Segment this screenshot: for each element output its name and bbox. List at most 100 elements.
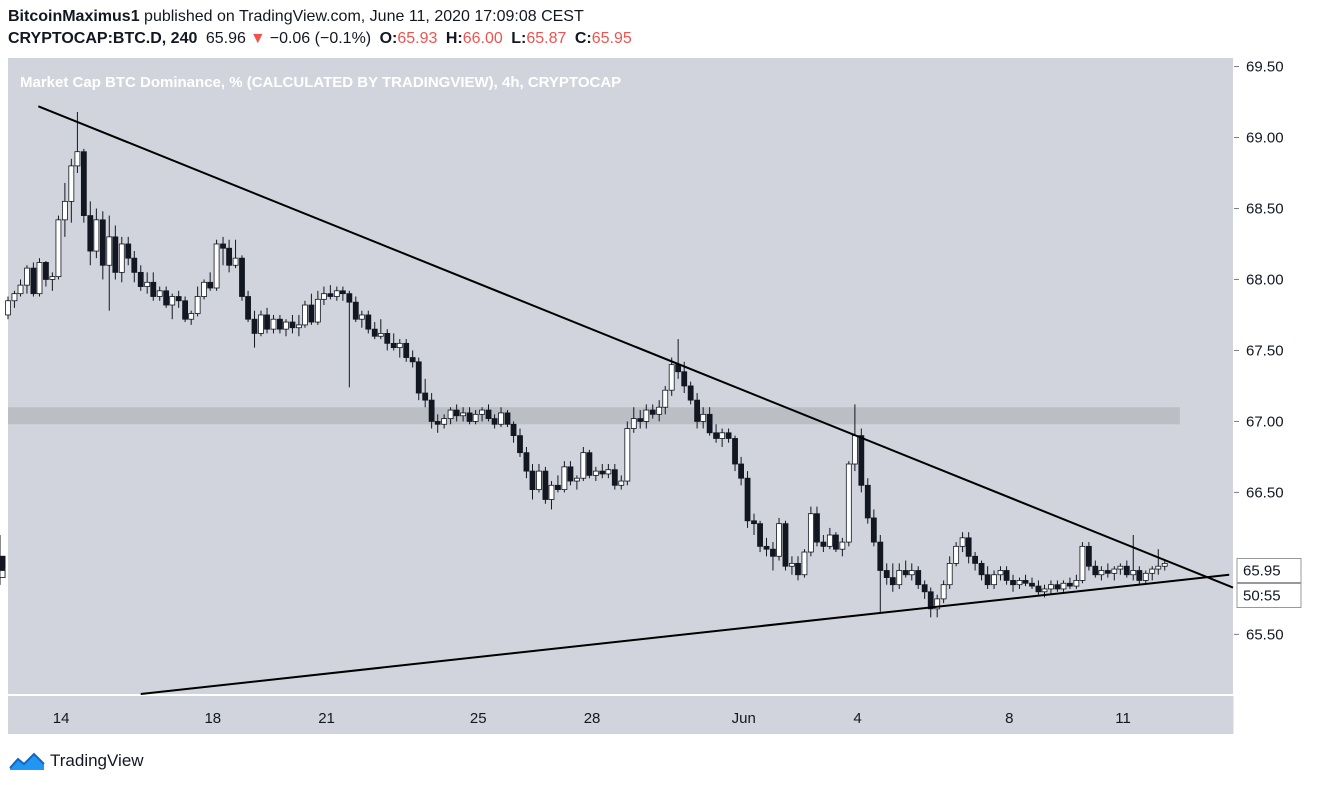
- candle-body: [277, 318, 283, 330]
- candle: [339, 286, 346, 301]
- candle: [517, 428, 523, 457]
- ascending-support-line[interactable]: [140, 573, 1230, 695]
- candle: [662, 385, 669, 415]
- candle-body: [984, 574, 991, 586]
- author-name[interactable]: BitcoinMaximus1: [8, 8, 140, 25]
- price-tick-label: 67.00: [1246, 413, 1284, 430]
- high-value: 66.00: [462, 30, 503, 47]
- candle-body: [1079, 545, 1086, 581]
- candle: [1155, 549, 1162, 575]
- candle-body: [845, 463, 852, 543]
- candle: [927, 587, 934, 618]
- candle-body: [637, 418, 644, 422]
- candle-body: [725, 432, 732, 439]
- candle-body: [757, 523, 763, 547]
- price-axis[interactable]: 69.50 69.00 68.50 68.00 67.50 67.00 66.50 65.50: [1233, 58, 1284, 734]
- candle-body: [864, 484, 871, 519]
- candle-body: [1104, 570, 1111, 574]
- candle-body: [1035, 585, 1042, 593]
- candle-body: [403, 342, 410, 358]
- candle-body: [61, 200, 68, 221]
- candle-body: [807, 513, 814, 553]
- candle-body: [163, 290, 170, 306]
- candle: [163, 286, 170, 308]
- candle: [327, 285, 334, 300]
- candle: [713, 424, 719, 443]
- candle: [226, 239, 233, 273]
- candle-body: [624, 428, 631, 482]
- candle: [523, 446, 530, 479]
- candle: [1092, 560, 1099, 578]
- candle: [776, 517, 782, 561]
- candle: [220, 236, 226, 266]
- candle-body: [770, 548, 776, 557]
- candle-body: [517, 435, 523, 454]
- low-label: L:: [511, 30, 527, 47]
- candle-body: [1016, 580, 1023, 586]
- publish-line: BitcoinMaximus1 published on TradingView…: [8, 6, 1323, 28]
- candle-body: [1155, 565, 1162, 570]
- price-tick-label: 69.00: [1246, 130, 1284, 147]
- candle-body: [308, 304, 315, 323]
- candle-body: [618, 480, 625, 486]
- time-tick-label: 18: [204, 710, 221, 727]
- candle: [55, 215, 62, 280]
- candle-body: [959, 537, 966, 547]
- footer-brand[interactable]: TradingView: [50, 751, 144, 770]
- candle-body: [1149, 568, 1156, 574]
- candle: [17, 279, 24, 297]
- candle-body: [498, 412, 504, 425]
- candle: [567, 461, 574, 486]
- candle-body: [744, 477, 751, 522]
- chart-header: BitcoinMaximus1 published on TradingView…: [8, 6, 1323, 50]
- candle: [586, 449, 593, 479]
- candle-body: [826, 534, 833, 547]
- candle-body: [1003, 570, 1010, 581]
- candle-body: [125, 243, 132, 259]
- candle-body: [466, 412, 473, 422]
- candle: [1079, 542, 1086, 584]
- candle: [150, 272, 157, 301]
- candle: [258, 310, 264, 337]
- candle: [700, 407, 707, 429]
- candle: [441, 414, 448, 429]
- candle-body: [434, 421, 441, 425]
- candle: [232, 239, 239, 269]
- candle: [365, 310, 372, 334]
- candle-body: [390, 342, 397, 349]
- candle-body: [270, 318, 277, 330]
- candle-body: [883, 570, 890, 578]
- time-tick-label: 4: [853, 710, 861, 727]
- candle-body: [599, 470, 606, 475]
- candle: [156, 286, 163, 301]
- candle: [1010, 574, 1016, 592]
- candle: [795, 556, 801, 581]
- close-value: 65.95: [591, 30, 632, 47]
- candle: [479, 407, 485, 422]
- candle-body: [706, 413, 713, 434]
- candle: [11, 290, 18, 308]
- candle: [30, 262, 37, 297]
- price-tick-label: 65.50: [1246, 626, 1284, 643]
- candle: [491, 414, 498, 429]
- candle-body: [611, 469, 618, 486]
- close-label: C:: [574, 30, 592, 47]
- candle: [270, 314, 277, 334]
- candle: [1111, 566, 1118, 581]
- candle: [384, 329, 391, 351]
- candle-body: [226, 247, 233, 266]
- candle: [826, 527, 833, 550]
- candle-body: [346, 293, 353, 303]
- countdown-label: 50:55: [1243, 587, 1281, 604]
- price-tick-label: 69.50: [1246, 59, 1284, 76]
- candle-body: [592, 470, 599, 476]
- candle-body: [74, 151, 81, 167]
- descending-resistance-line[interactable]: [37, 105, 1234, 589]
- candles-layer: [0, 111, 1168, 618]
- candle: [845, 461, 852, 547]
- candle-body: [934, 598, 941, 610]
- candle: [201, 279, 207, 300]
- candle: [87, 201, 94, 266]
- time-axis[interactable]: 14 18 21 25 28 Jun 4 8 11: [53, 710, 1131, 727]
